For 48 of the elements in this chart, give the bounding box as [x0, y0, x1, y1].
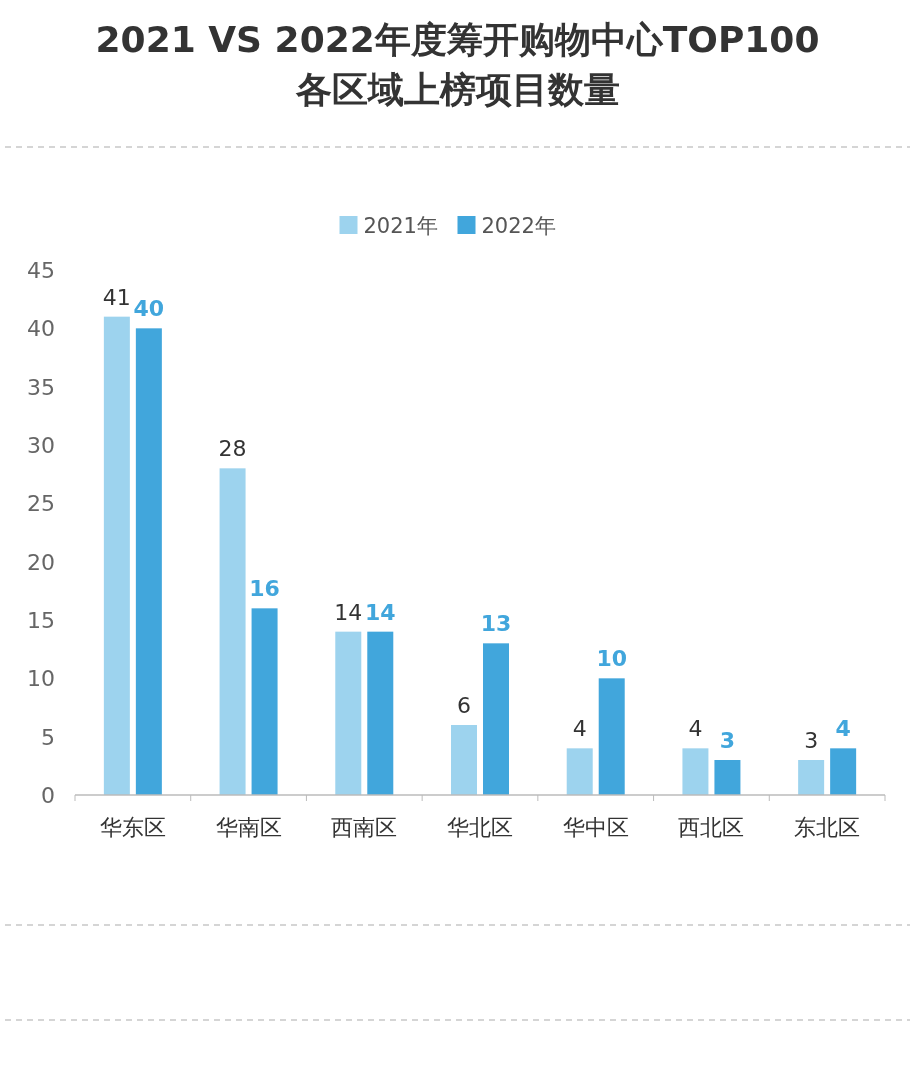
legend-label: 2022年: [481, 214, 556, 238]
x-tick-label: 华北区: [447, 815, 513, 840]
bar: [251, 608, 278, 795]
data-label: 3: [719, 728, 736, 753]
y-tick-label: 45: [27, 258, 55, 283]
data-label: 6: [457, 693, 471, 718]
legend-label: 2021年: [363, 214, 438, 238]
data-label: 14: [364, 599, 396, 625]
data-label: 4: [688, 716, 703, 742]
bar: [335, 631, 362, 795]
x-tick-label: 西南区: [331, 815, 398, 840]
y-tick-label: 15: [27, 608, 55, 633]
x-tick-label: 东北区: [794, 815, 861, 840]
y-tick-label: 30: [27, 433, 55, 458]
title: 2021 VS 2022年度筹开购物中心TOP100 各区域上榜项目数量: [95, 19, 820, 110]
data-label: 40: [133, 296, 165, 322]
data-label: 4: [572, 716, 587, 742]
x-tick-label: 西北区: [678, 815, 745, 840]
data-label: 41: [102, 284, 131, 310]
y-tick-label: 0: [41, 783, 55, 808]
bar: [598, 678, 625, 795]
bar: [566, 748, 593, 795]
bar: [714, 760, 741, 795]
data-label: 10: [596, 646, 628, 672]
x-tick-label: 华南区: [215, 815, 282, 840]
bar: [219, 468, 246, 795]
data-label: 28: [218, 436, 247, 462]
data-label: 4: [835, 716, 851, 742]
x-tick-label: 华东区: [99, 815, 166, 840]
data-label: 3: [804, 728, 819, 753]
bar: [483, 643, 509, 795]
data-label: 13: [480, 611, 512, 637]
bar: [830, 748, 857, 795]
bar: [451, 725, 477, 795]
bar: [367, 631, 394, 795]
bar: [135, 328, 162, 795]
data-label: 14: [334, 599, 363, 625]
y-tick-label: 40: [27, 316, 55, 342]
y-tick-label: 20: [27, 549, 55, 575]
y-tick-label: 25: [27, 491, 55, 517]
y-tick-label: 5: [41, 724, 55, 750]
y-tick-label: 10: [27, 666, 55, 692]
data-label: 16: [249, 576, 280, 602]
y-tick-label: 35: [27, 374, 55, 400]
x-tick-label: 华中区: [562, 815, 629, 840]
bar: [682, 748, 709, 795]
bar: [798, 760, 825, 795]
bar: [103, 316, 130, 795]
